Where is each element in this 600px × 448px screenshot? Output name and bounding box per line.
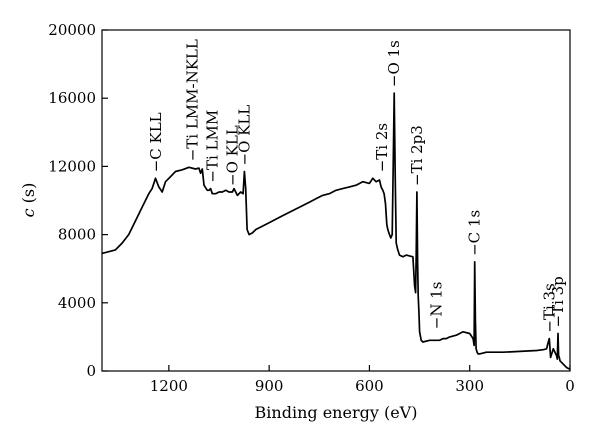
x-tick-label: 300 (455, 377, 484, 395)
y-tick-label: 12000 (48, 157, 96, 175)
peak-label: −C KLL (147, 112, 165, 172)
peak-label: −Ti 3s (540, 283, 558, 332)
peak-label: −O KLL (235, 105, 253, 166)
y-axis-symbol: c (19, 208, 38, 217)
y-tick-label: 4000 (58, 294, 96, 312)
y-tick-label: 16000 (48, 89, 96, 107)
peak-labels: −C KLL −Ti LMM-NKLL −Ti LMM −O KLL−O KLL −Ti… (147, 39, 567, 332)
spectrum-line (101, 92, 571, 371)
x-axis-ticks: 1200 900 600 300 0 (150, 365, 575, 395)
x-tick-label: 600 (355, 377, 384, 395)
peak-label: −C 1s (466, 210, 484, 256)
y-tick-label: 0 (86, 362, 96, 380)
plot-frame (101, 29, 571, 372)
y-axis-unit: (s) (19, 183, 38, 204)
y-axis-title: c (s) (19, 183, 38, 218)
x-tick-label: 0 (565, 377, 575, 395)
peak-label: −Ti 3p (549, 276, 567, 327)
x-axis-title: Binding energy (eV) (255, 403, 418, 422)
peak-label: −N 1s (427, 281, 445, 329)
peak-label: −Ti 2p3 (408, 125, 426, 186)
peak-label: −Ti LMM (203, 110, 221, 183)
y-tick-label: 20000 (48, 21, 96, 39)
peak-label: −O 1s (385, 40, 403, 87)
peak-label: −Ti LMM-NKLL (183, 39, 201, 161)
x-tick-label: 900 (255, 377, 284, 395)
peak-label: −Ti 2s (373, 123, 391, 172)
y-axis-ticks: 0 4000 8000 12000 16000 20000 (48, 21, 108, 380)
x-tick-label: 1200 (150, 377, 188, 395)
y-tick-label: 8000 (58, 226, 96, 244)
peak-label: −O KLL (223, 125, 241, 186)
